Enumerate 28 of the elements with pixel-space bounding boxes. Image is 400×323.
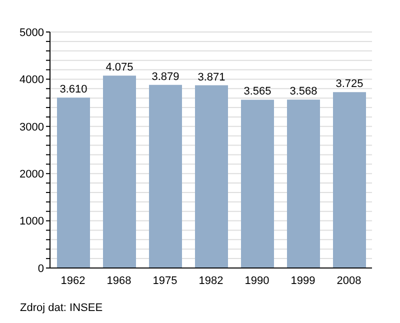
data-label: 3.568 bbox=[290, 86, 318, 98]
y-tick-label: 4000 bbox=[20, 74, 44, 86]
bar bbox=[103, 76, 136, 268]
x-tick-label: 1990 bbox=[244, 274, 270, 287]
y-tick-label: 3000 bbox=[20, 121, 44, 134]
y-tick-label: 2000 bbox=[20, 168, 44, 181]
x-tick-label: 1975 bbox=[152, 274, 178, 287]
data-label: 4.075 bbox=[106, 62, 134, 74]
data-label: 3.565 bbox=[244, 86, 272, 98]
text: Zdroj dat: INSEE bbox=[20, 302, 103, 314]
data-label: 3.871 bbox=[198, 71, 226, 84]
bar bbox=[149, 84, 182, 268]
x-tick-label: 2008 bbox=[336, 274, 362, 287]
bar bbox=[333, 92, 366, 268]
bar bbox=[241, 100, 274, 268]
y-tick-label: 0 bbox=[38, 262, 44, 275]
bar bbox=[57, 98, 90, 268]
data-label: 3.879 bbox=[152, 70, 180, 83]
bar bbox=[287, 100, 320, 268]
x-tick-label: 1962 bbox=[60, 274, 86, 287]
bar bbox=[195, 85, 228, 268]
data-label: 3.725 bbox=[336, 78, 364, 90]
x-tick-label: 1982 bbox=[198, 274, 224, 287]
x-tick-label: 1999 bbox=[290, 274, 316, 287]
data-label: 3.610 bbox=[60, 84, 88, 96]
y-tick-label: 1000 bbox=[20, 216, 44, 228]
y-tick-label: 5000 bbox=[20, 26, 44, 39]
x-tick-label: 1968 bbox=[106, 274, 132, 287]
